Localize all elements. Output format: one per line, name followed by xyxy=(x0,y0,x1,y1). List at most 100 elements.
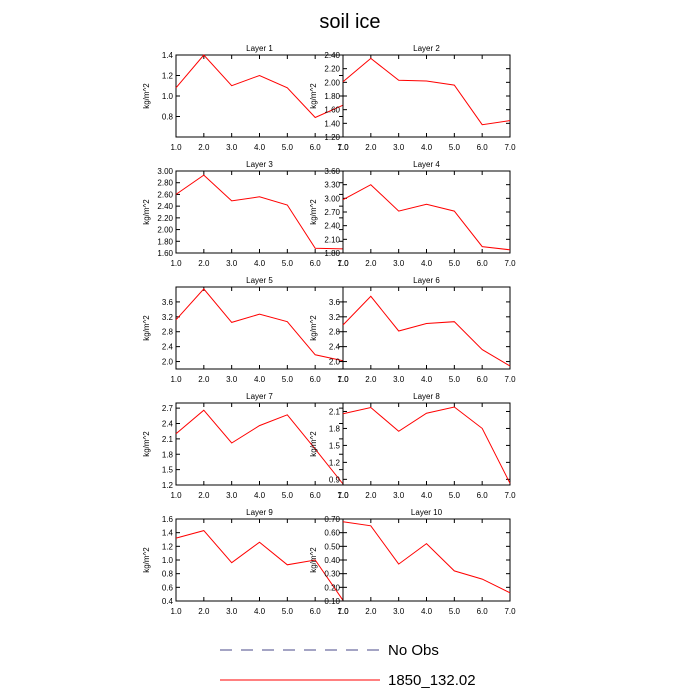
x-tick-label: 1.0 xyxy=(170,607,182,616)
panel-1: Layer 1 1.0 2.0 3.0 4.0 5.0 6.0 7.0 0.8 1.0 1.2 1.4… xyxy=(142,44,349,152)
plot-frame xyxy=(342,402,511,486)
y-tick-label: 2.1 xyxy=(329,407,341,416)
y-tick-label: 2.0 xyxy=(162,358,174,367)
y-tick-label: 1.6 xyxy=(162,515,174,524)
x-tick-label: 1.0 xyxy=(337,375,349,384)
y-tick-label: 0.30 xyxy=(324,570,340,579)
y-tick-label: 1.4 xyxy=(162,529,174,538)
x-tick-label: 6.0 xyxy=(477,491,489,500)
y-tick-label: 1.0 xyxy=(162,92,174,101)
x-tick-label: 3.0 xyxy=(393,491,405,500)
x-tick-label: 6.0 xyxy=(477,375,489,384)
y-tick-label: 3.00 xyxy=(324,194,340,203)
x-tick-label: 6.0 xyxy=(310,491,322,500)
plot-frame xyxy=(342,518,511,602)
y-axis-label: kg/m^2 xyxy=(309,83,318,109)
y-tick-label: 3.00 xyxy=(157,167,173,176)
x-tick-label: 3.0 xyxy=(226,259,238,268)
y-tick-label: 2.7 xyxy=(162,404,174,413)
y-tick-label: 2.80 xyxy=(157,179,173,188)
x-tick-label: 4.0 xyxy=(421,143,433,152)
y-axis-label: kg/m^2 xyxy=(142,431,151,457)
x-tick-label: 3.0 xyxy=(393,375,405,384)
y-tick-label: 0.9 xyxy=(329,475,341,484)
y-axis-label: kg/m^2 xyxy=(309,431,318,457)
y-tick-label: 2.00 xyxy=(324,78,340,87)
y-tick-label: 2.8 xyxy=(162,328,174,337)
series-line xyxy=(175,174,344,250)
y-tick-label: 3.6 xyxy=(162,298,174,307)
x-tick-label: 2.0 xyxy=(198,143,210,152)
y-tick-label: 1.8 xyxy=(329,424,341,433)
x-tick-label: 7.0 xyxy=(504,491,516,500)
y-tick-label: 2.60 xyxy=(157,190,173,199)
y-tick-label: 0.20 xyxy=(324,583,340,592)
y-tick-label: 0.40 xyxy=(324,556,340,565)
x-tick-label: 7.0 xyxy=(504,375,516,384)
y-tick-label: 1.5 xyxy=(162,466,174,475)
y-tick-label: 1.80 xyxy=(324,92,340,101)
x-tick-label: 6.0 xyxy=(310,259,322,268)
panel-title: Layer 9 xyxy=(246,508,273,517)
y-axis-label: kg/m^2 xyxy=(142,199,151,225)
y-tick-label: 1.80 xyxy=(324,249,340,258)
x-tick-label: 4.0 xyxy=(254,491,266,500)
panel-10: Layer 101.0 2.0 3.0 4.0 5.0 6.0 7.00.100.200.3… xyxy=(309,508,516,616)
y-tick-label: 1.2 xyxy=(162,481,174,490)
y-tick-label: 2.4 xyxy=(162,420,174,429)
y-tick-label: 1.60 xyxy=(157,249,173,258)
x-tick-label: 7.0 xyxy=(504,259,516,268)
panel-title: Layer 10 xyxy=(411,508,443,517)
x-tick-label: 4.0 xyxy=(254,259,266,268)
x-tick-label: 1.0 xyxy=(170,259,182,268)
x-tick-label: 1.0 xyxy=(337,607,349,616)
x-tick-label: 6.0 xyxy=(310,607,322,616)
panel-title: Layer 8 xyxy=(413,392,440,401)
x-tick-label: 4.0 xyxy=(421,607,433,616)
x-tick-label: 4.0 xyxy=(421,491,433,500)
panel-7: Layer 7 1.0 2.0 3.0 4.0 5.0 6.0 7.0 1.2 1.5 1.8 2.1… xyxy=(142,392,349,500)
panel-9: Layer 9 1.0 2.0 3.0 4.0 5.0 6.0 7.0 0.4 0.6 0.8 1.0… xyxy=(142,508,349,616)
x-tick-label: 2.0 xyxy=(365,259,377,268)
y-tick-label: 3.2 xyxy=(329,313,341,322)
y-tick-label: 1.2 xyxy=(162,542,174,551)
series-line xyxy=(342,521,511,594)
y-tick-label: 1.2 xyxy=(329,458,341,467)
x-tick-label: 7.0 xyxy=(337,375,349,384)
x-tick-label: 3.0 xyxy=(226,375,238,384)
x-tick-label: 6.0 xyxy=(477,259,489,268)
panel-title: Layer 3 xyxy=(246,160,273,169)
x-tick-label: 7.0 xyxy=(337,491,349,500)
y-axis-label: kg/m^2 xyxy=(142,547,151,573)
x-tick-label: 1.0 xyxy=(170,491,182,500)
y-tick-label: 2.1 xyxy=(162,435,174,444)
y-tick-label: 1.0 xyxy=(162,556,174,565)
panel-title: Layer 2 xyxy=(413,44,440,53)
x-tick-label: 2.0 xyxy=(365,491,377,500)
x-tick-label: 1.0 xyxy=(337,259,349,268)
y-axis-label: kg/m^2 xyxy=(309,199,318,225)
panel-title: Layer 7 xyxy=(246,392,273,401)
x-tick-label: 3.0 xyxy=(226,143,238,152)
x-tick-label: 6.0 xyxy=(477,143,489,152)
y-tick-label: 1.20 xyxy=(324,133,340,142)
x-tick-label: 7.0 xyxy=(337,259,349,268)
y-tick-label: 2.10 xyxy=(324,235,340,244)
y-tick-label: 3.30 xyxy=(324,181,340,190)
series-line xyxy=(342,184,511,251)
series-line xyxy=(342,295,511,367)
y-tick-label: 1.40 xyxy=(324,119,340,128)
legend-label: No Obs xyxy=(388,642,439,659)
y-tick-label: 0.6 xyxy=(162,583,174,592)
x-tick-label: 6.0 xyxy=(310,143,322,152)
x-tick-label: 7.0 xyxy=(337,607,349,616)
y-tick-label: 2.4 xyxy=(162,343,174,352)
x-tick-label: 5.0 xyxy=(282,375,294,384)
x-tick-label: 5.0 xyxy=(449,375,461,384)
y-tick-label: 1.60 xyxy=(324,106,340,115)
x-tick-label: 3.0 xyxy=(226,491,238,500)
x-tick-label: 4.0 xyxy=(254,607,266,616)
x-tick-label: 5.0 xyxy=(282,143,294,152)
y-tick-label: 2.0 xyxy=(329,358,341,367)
y-tick-label: 1.5 xyxy=(329,441,341,450)
